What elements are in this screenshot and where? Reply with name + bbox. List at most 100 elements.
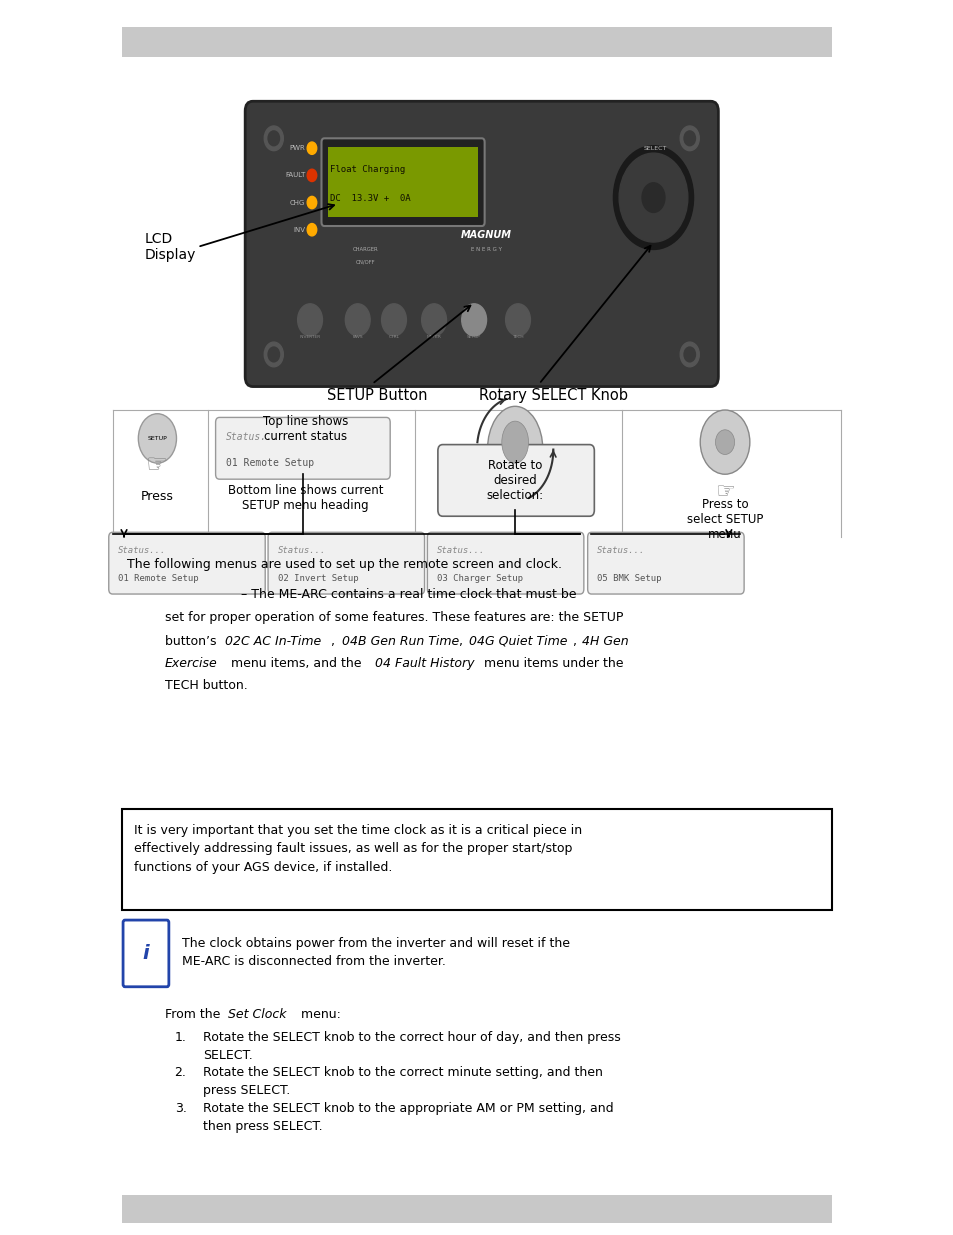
Text: INVERTER: INVERTER <box>299 335 320 340</box>
Text: Press: Press <box>141 490 173 503</box>
Text: Set Clock: Set Clock <box>228 1008 286 1021</box>
Circle shape <box>138 414 176 463</box>
Text: CTRL: CTRL <box>388 335 399 340</box>
Text: Status...: Status... <box>436 546 485 555</box>
Text: ,: , <box>458 635 466 648</box>
Text: 4H Gen: 4H Gen <box>581 635 628 648</box>
Text: Press to
select SETUP
menu: Press to select SETUP menu <box>686 498 762 541</box>
Ellipse shape <box>487 406 542 493</box>
Text: Status...: Status... <box>118 546 167 555</box>
Text: 1.: 1. <box>174 1031 186 1045</box>
Text: 3.: 3. <box>174 1102 186 1115</box>
Text: ☞: ☞ <box>146 453 169 478</box>
Bar <box>122 1195 831 1223</box>
Text: menu items, and the: menu items, and the <box>227 657 365 671</box>
Text: SETUP: SETUP <box>467 335 480 340</box>
Circle shape <box>461 304 486 336</box>
Text: Status...: Status... <box>597 546 645 555</box>
Text: LCD
Display: LCD Display <box>144 232 195 262</box>
Text: Exercise: Exercise <box>165 657 217 671</box>
Circle shape <box>264 342 283 367</box>
Text: – The ME-ARC contains a real time clock that must be: – The ME-ARC contains a real time clock … <box>241 588 577 601</box>
Circle shape <box>307 196 316 209</box>
Text: Rotate to
desired
selection:: Rotate to desired selection: <box>486 459 543 501</box>
Text: ON/OFF: ON/OFF <box>355 259 375 264</box>
Circle shape <box>505 304 530 336</box>
Text: 04B Gen Run Time: 04B Gen Run Time <box>341 635 458 648</box>
Circle shape <box>268 347 279 362</box>
Text: Status...: Status... <box>277 546 326 555</box>
Circle shape <box>268 131 279 146</box>
Text: 01 Remote Setup: 01 Remote Setup <box>118 574 199 583</box>
Circle shape <box>679 126 699 151</box>
FancyBboxPatch shape <box>123 920 169 987</box>
Ellipse shape <box>501 421 528 463</box>
Text: 02C AC In-Time: 02C AC In-Time <box>225 635 321 648</box>
Text: button’s: button’s <box>165 635 220 648</box>
Text: CHG: CHG <box>290 200 305 205</box>
Text: menu:: menu: <box>296 1008 340 1021</box>
Circle shape <box>683 347 695 362</box>
Bar <box>122 27 831 57</box>
Text: Rotate the SELECT knob to the correct hour of day, and then press
SELECT.: Rotate the SELECT knob to the correct ho… <box>203 1031 620 1062</box>
Text: i: i <box>143 944 149 963</box>
FancyBboxPatch shape <box>268 532 424 594</box>
Text: E N E R G Y: E N E R G Y <box>471 247 501 252</box>
Circle shape <box>618 153 687 242</box>
Text: ,: , <box>331 635 338 648</box>
Text: METER: METER <box>426 335 441 340</box>
Circle shape <box>683 131 695 146</box>
Circle shape <box>307 224 316 236</box>
Text: Top line shows
current status: Top line shows current status <box>262 415 348 443</box>
Text: Rotate the SELECT knob to the correct minute setting, and then
press SELECT.: Rotate the SELECT knob to the correct mi… <box>203 1066 602 1097</box>
Text: TECH: TECH <box>512 335 523 340</box>
Text: SELECT: SELECT <box>643 146 666 151</box>
FancyBboxPatch shape <box>122 809 831 910</box>
Text: 03 Charger Setup: 03 Charger Setup <box>436 574 522 583</box>
Text: TECH button.: TECH button. <box>165 679 248 693</box>
Text: SETUP Button: SETUP Button <box>326 388 427 403</box>
Circle shape <box>381 304 406 336</box>
Text: SETUP: SETUP <box>148 436 167 441</box>
Text: ,: , <box>573 635 580 648</box>
Text: Status...: Status... <box>226 432 278 442</box>
Text: 04 Fault History: 04 Fault History <box>375 657 474 671</box>
Text: Bottom line shows current
SETUP menu heading: Bottom line shows current SETUP menu hea… <box>228 484 382 513</box>
FancyBboxPatch shape <box>328 147 477 217</box>
FancyBboxPatch shape <box>437 445 594 516</box>
FancyBboxPatch shape <box>587 532 743 594</box>
Text: 05 BMK Setup: 05 BMK Setup <box>597 574 661 583</box>
Text: 04G Quiet Time: 04G Quiet Time <box>469 635 567 648</box>
Text: Rotary SELECT Knob: Rotary SELECT Knob <box>478 388 627 403</box>
FancyBboxPatch shape <box>109 532 265 594</box>
FancyBboxPatch shape <box>245 101 718 387</box>
Text: ☞: ☞ <box>715 482 734 501</box>
FancyBboxPatch shape <box>215 417 390 479</box>
FancyBboxPatch shape <box>427 532 583 594</box>
Text: 02 Invert Setup: 02 Invert Setup <box>277 574 358 583</box>
Circle shape <box>715 430 734 454</box>
Circle shape <box>679 342 699 367</box>
Circle shape <box>307 169 316 182</box>
Circle shape <box>307 142 316 154</box>
Circle shape <box>641 183 664 212</box>
Text: FAULT: FAULT <box>285 173 305 178</box>
Text: Rotate the SELECT knob to the appropriate AM or PM setting, and
then press SELEC: Rotate the SELECT knob to the appropriat… <box>203 1102 613 1132</box>
Text: set for proper operation of some features. These features are: the SETUP: set for proper operation of some feature… <box>165 611 622 625</box>
Circle shape <box>613 146 693 249</box>
Circle shape <box>345 304 370 336</box>
Circle shape <box>297 304 322 336</box>
Text: DC  13.3V +  0A: DC 13.3V + 0A <box>330 194 411 203</box>
Text: 01 Remote Setup: 01 Remote Setup <box>226 458 314 468</box>
Text: INV: INV <box>293 227 305 232</box>
Text: menu items under the: menu items under the <box>479 657 622 671</box>
Text: The clock obtains power from the inverter and will reset if the
ME-ARC is discon: The clock obtains power from the inverte… <box>182 937 570 968</box>
Text: PWR: PWR <box>289 146 305 151</box>
Text: FAVS: FAVS <box>352 335 363 340</box>
Text: The following menus are used to set up the remote screen and clock.: The following menus are used to set up t… <box>127 558 561 572</box>
Circle shape <box>421 304 446 336</box>
Text: Float Charging: Float Charging <box>330 165 405 174</box>
Text: From the: From the <box>165 1008 224 1021</box>
Text: It is very important that you set the time clock as it is a critical piece in
ef: It is very important that you set the ti… <box>133 824 581 873</box>
Text: 2.: 2. <box>174 1066 186 1079</box>
